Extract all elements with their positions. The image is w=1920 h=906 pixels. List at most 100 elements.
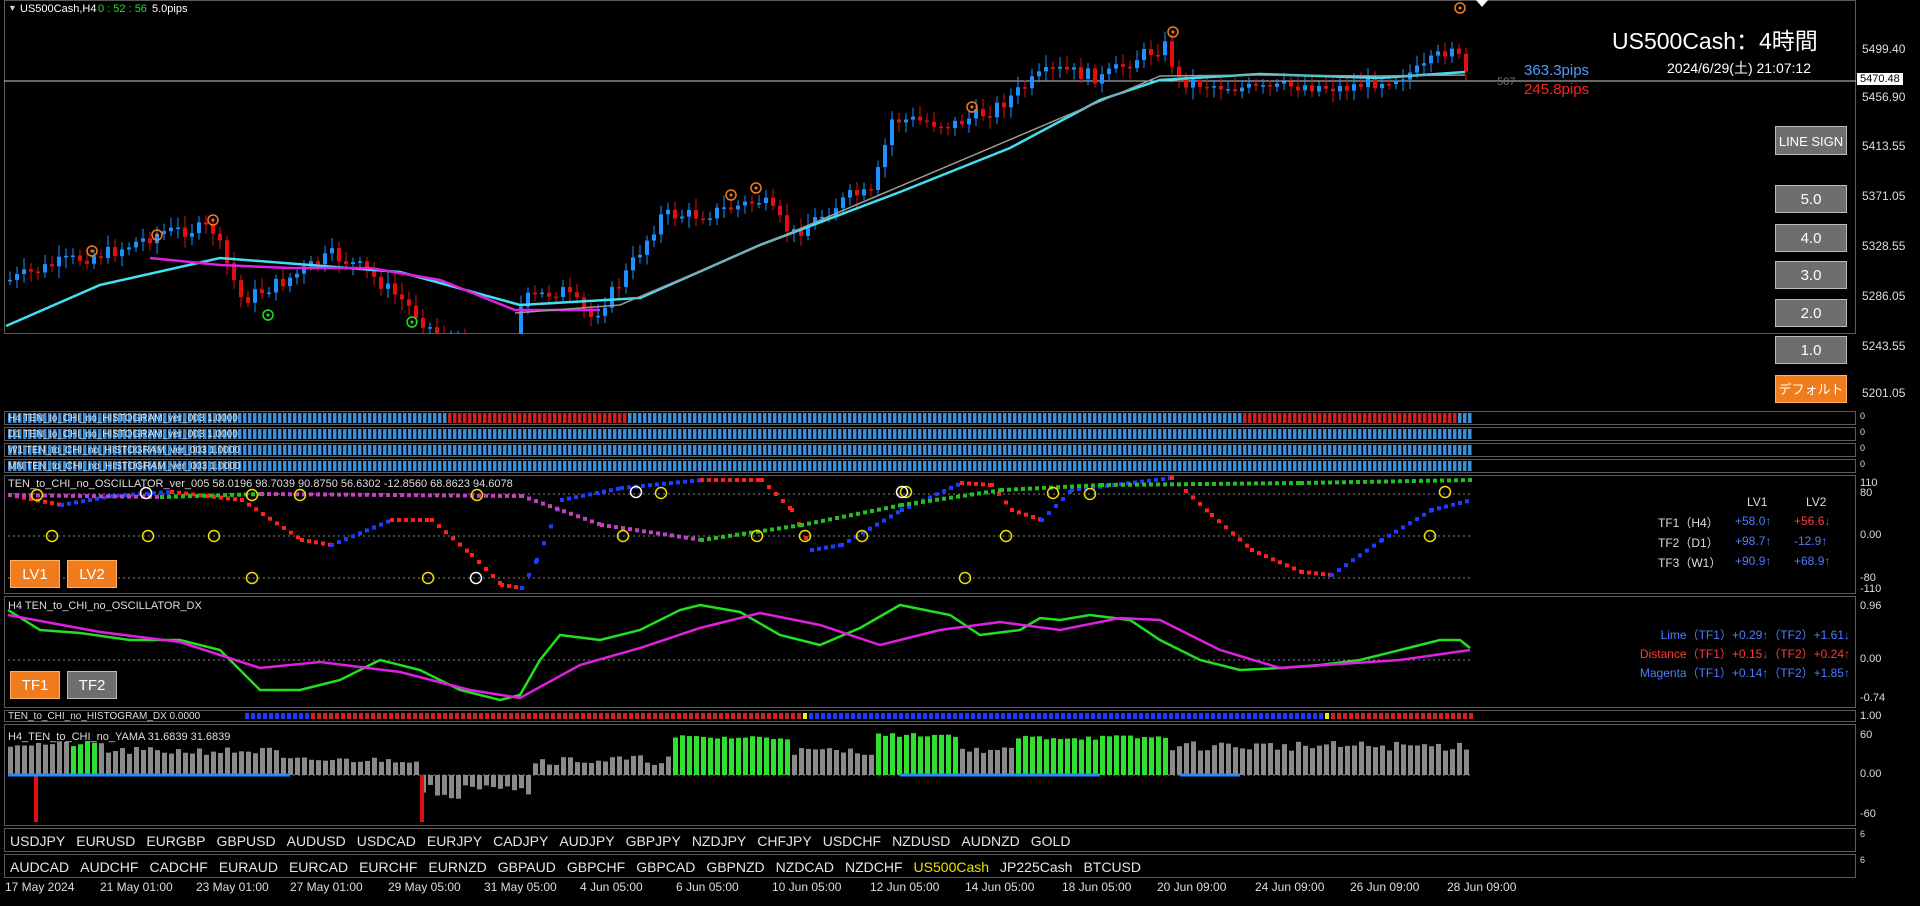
symbol-button-audcad[interactable]: AUDCAD — [10, 859, 70, 875]
level-2-button[interactable]: 2.0 — [1775, 299, 1847, 327]
symbol-button-gbpjpy[interactable]: GBPJPY — [625, 833, 681, 849]
histogram-bar — [1053, 445, 1057, 455]
histogram-bar — [1328, 461, 1332, 471]
symbol-button-gbpchf[interactable]: GBPCHF — [566, 859, 626, 875]
histogram-bar — [1003, 429, 1007, 439]
histogram-bar — [563, 429, 567, 439]
symbol-button-eurgbp[interactable]: EURGBP — [146, 833, 206, 849]
histogram-bar — [563, 413, 567, 423]
histogram-bar — [1128, 413, 1132, 423]
lv1-dot — [990, 483, 994, 487]
symbol-button-gold[interactable]: GOLD — [1030, 833, 1071, 849]
histogram-bar — [1418, 413, 1422, 423]
candle-body — [1205, 86, 1209, 89]
symbol-button-us500cash[interactable]: US500Cash — [913, 859, 990, 875]
candle-body — [645, 240, 649, 255]
histogram-bar — [118, 413, 122, 423]
yama-bar — [372, 757, 377, 775]
yama-bar — [645, 762, 650, 775]
histogram-bar — [33, 461, 37, 471]
lv2-button[interactable]: LV2 — [67, 560, 117, 588]
symbol-button-audnzd[interactable]: AUDNZD — [961, 833, 1020, 849]
histogram-bar — [1143, 461, 1147, 471]
yama-bar — [232, 752, 237, 775]
histogram-bar — [1338, 429, 1342, 439]
histogram-dx-bar — [743, 713, 747, 719]
lv2-dot — [1184, 482, 1188, 487]
histogram-dx-bar — [467, 713, 471, 719]
histogram-bar — [1428, 429, 1432, 439]
symbol-button-euraud[interactable]: EURAUD — [218, 859, 278, 875]
symbol-button-cadjpy[interactable]: CADJPY — [493, 833, 549, 849]
histogram-bar — [8, 429, 12, 439]
histogram-bar — [318, 429, 322, 439]
histogram-bar — [628, 461, 632, 471]
symbol-button-eurcad[interactable]: EURCAD — [288, 859, 349, 875]
histogram-bar — [923, 413, 927, 423]
symbol-button-nzdcad[interactable]: NZDCAD — [775, 859, 834, 875]
lv1-dot — [159, 490, 163, 495]
level-1-button[interactable]: 1.0 — [1775, 336, 1847, 364]
histogram-dx-bar — [281, 713, 285, 719]
histogram-bar — [378, 429, 382, 439]
symbol-button-nzdusd[interactable]: NZDUSD — [892, 833, 951, 849]
symbol-button-gbpnzd[interactable]: GBPNZD — [706, 859, 765, 875]
histogram-bar — [298, 461, 302, 471]
symbol-button-gbpcad[interactable]: GBPCAD — [636, 859, 696, 875]
histogram-bar — [358, 445, 362, 455]
candle-body — [778, 205, 782, 216]
symbol-button-chfjpy[interactable]: CHFJPY — [757, 833, 812, 849]
lv2-dot — [614, 525, 618, 530]
symbol-button-audusd[interactable]: AUDUSD — [286, 833, 346, 849]
tf2-button[interactable]: TF2 — [67, 671, 117, 699]
symbol-button-eurnzd[interactable]: EURNZD — [428, 859, 487, 875]
symbol-button-eurchf[interactable]: EURCHF — [359, 859, 418, 875]
histogram-bar — [473, 445, 477, 455]
yama-bar — [1100, 735, 1105, 775]
level-4-button[interactable]: 4.0 — [1775, 224, 1847, 252]
lv2-dot — [477, 493, 481, 498]
lv1-button[interactable]: LV1 — [10, 560, 60, 588]
symbol-button-usdjpy[interactable]: USDJPY — [10, 833, 66, 849]
chart-collapse-icon[interactable]: ▼ — [8, 3, 17, 13]
symbol-button-gbpusd[interactable]: GBPUSD — [216, 833, 276, 849]
symbol-button-usdcad[interactable]: USDCAD — [356, 833, 416, 849]
histogram-bar — [268, 429, 272, 439]
symbol-button-usdchf[interactable]: USDCHF — [822, 833, 882, 849]
symbol-button-cadchf[interactable]: CADCHF — [149, 859, 208, 875]
lv2-dot — [407, 493, 411, 498]
histogram-bar — [1163, 413, 1167, 423]
candle-body — [1352, 84, 1356, 91]
lv2-dot — [814, 520, 818, 525]
candle-body — [302, 266, 306, 274]
histogram-bar — [198, 461, 202, 471]
symbol-button-eurusd[interactable]: EURUSD — [76, 833, 136, 849]
histogram-bar — [803, 445, 807, 455]
histogram-dx-bar — [989, 713, 993, 719]
histogram-bar — [498, 445, 502, 455]
yama-bar — [694, 736, 699, 775]
dx-panel[interactable] — [4, 596, 1856, 708]
symbol-button-audchf[interactable]: AUDCHF — [80, 859, 139, 875]
level-3-button[interactable]: 3.0 — [1775, 261, 1847, 289]
lv2-dot — [656, 531, 660, 536]
symbol-button-nzdjpy[interactable]: NZDJPY — [691, 833, 747, 849]
yama-bar — [1338, 746, 1343, 775]
lv1-dot — [29, 497, 33, 502]
default-button[interactable]: デフォルト — [1775, 375, 1847, 403]
main-chart-panel[interactable] — [4, 0, 1856, 334]
symbol-button-nzdchf[interactable]: NZDCHF — [845, 859, 903, 875]
osc-row-lv1: +98.7↑ — [1735, 534, 1772, 548]
symbol-button-jp225cash[interactable]: JP225Cash — [1000, 859, 1073, 875]
line-sign-button[interactable]: LINE SIGN — [1775, 126, 1847, 155]
symbol-button-eurjpy[interactable]: EURJPY — [426, 833, 483, 849]
symbol-button-audjpy[interactable]: AUDJPY — [559, 833, 615, 849]
level-5-button[interactable]: 5.0 — [1775, 185, 1847, 213]
histogram-bar — [523, 413, 527, 423]
histogram-bar — [508, 461, 512, 471]
candle-body — [519, 306, 523, 334]
tf1-button[interactable]: TF1 — [10, 671, 60, 699]
histogram-dx-bar — [545, 713, 549, 719]
symbol-button-btcusd[interactable]: BTCUSD — [1083, 859, 1141, 875]
symbol-button-gbpaud[interactable]: GBPAUD — [497, 859, 556, 875]
